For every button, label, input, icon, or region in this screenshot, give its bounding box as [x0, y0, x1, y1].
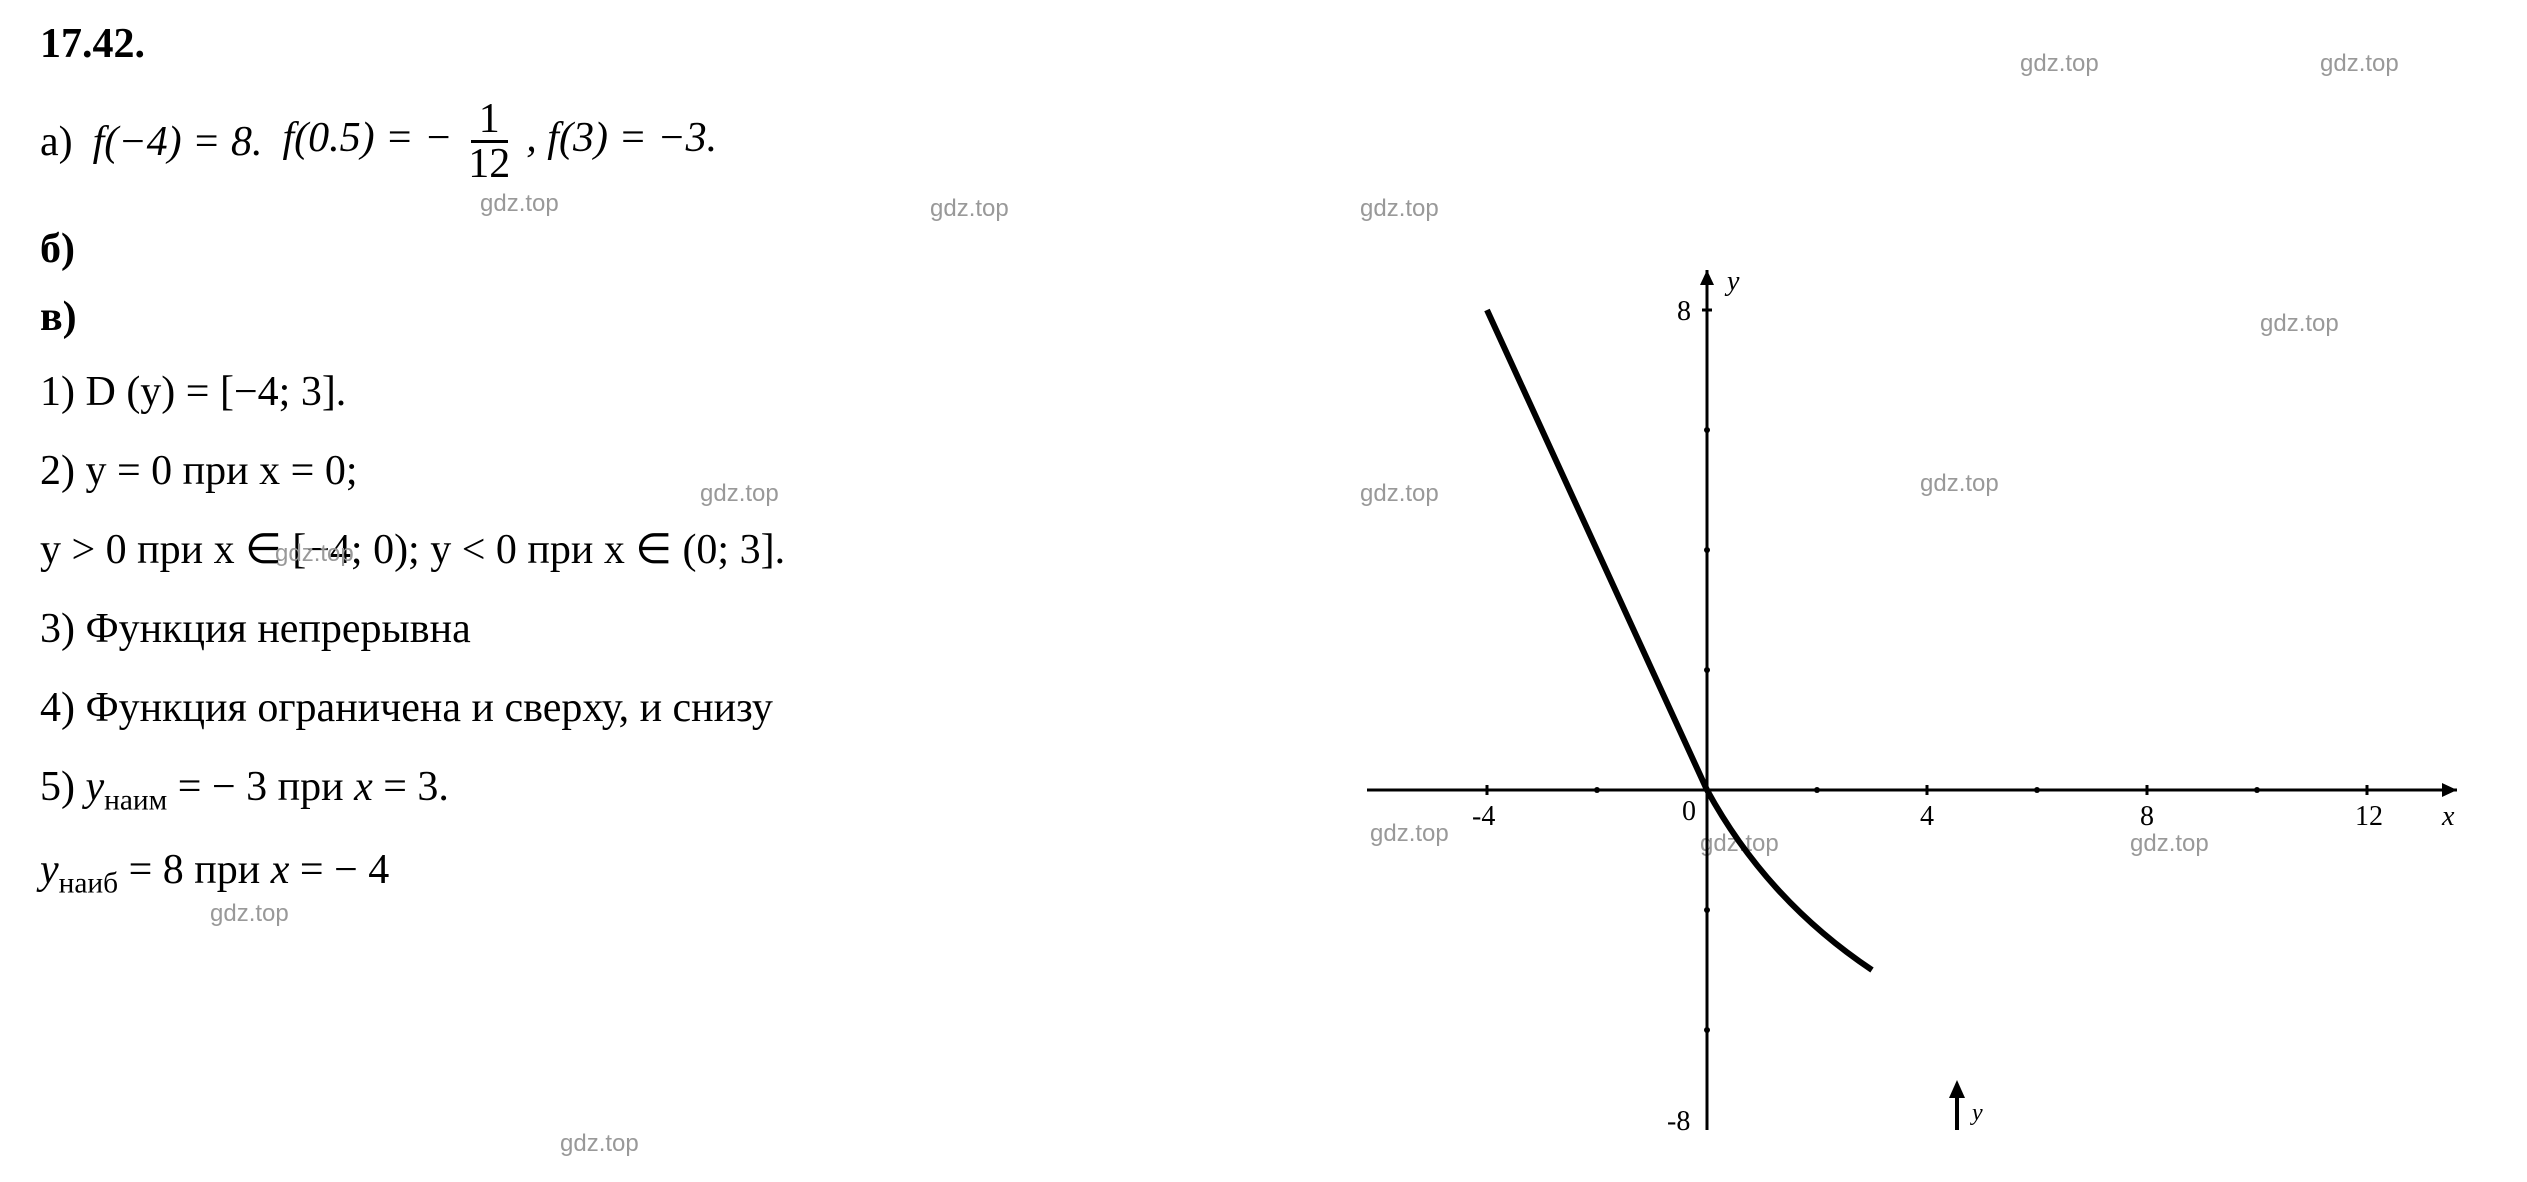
svg-text:y: y [1970, 1100, 1983, 1126]
svg-text:12: 12 [2355, 801, 2383, 832]
watermark: gdz.top [2020, 50, 2099, 78]
watermark: gdz.top [275, 540, 354, 568]
svg-text:-4: -4 [1472, 801, 1495, 832]
svg-text:8: 8 [1677, 296, 1691, 327]
item-5: 5) yнаим = − 3 при x = 3. [40, 756, 1290, 823]
item-1: 1) D (y) = [−4; 3]. [40, 361, 1290, 424]
watermark: gdz.top [700, 480, 779, 508]
part-a-label: а) [40, 118, 73, 166]
item-3: 3) Функция непрерывна [40, 598, 1290, 661]
svg-text:y: y [1724, 266, 1740, 297]
svg-text:4: 4 [1920, 801, 1934, 832]
frac-num: 1 [471, 98, 508, 143]
watermark: gdz.top [560, 1130, 639, 1158]
svg-text:-8: -8 [1667, 1106, 1690, 1137]
watermark: gdz.top [930, 195, 1009, 223]
problem-number: 17.42. [40, 20, 2487, 68]
function-graph: y x 0 -4 4 8 12 8 -8 [1367, 260, 2467, 1140]
item-2b: y > 0 при x ∈ [−4; 0); y < 0 при x ∈ (0;… [40, 519, 1290, 582]
part-a-eq1: f(−4) = 8. [93, 118, 263, 166]
part-a-eq2-prefix: f(0.5) = − [282, 115, 452, 161]
svg-text:8: 8 [2140, 801, 2154, 832]
item-4: 4) Функция ограничена и сверху, и снизу [40, 677, 1290, 740]
watermark: gdz.top [210, 900, 289, 928]
part-b-label: б) [40, 225, 1290, 273]
part-a: а) f(−4) = 8. f(0.5) = −112, f(3) = −3. [40, 98, 2487, 185]
item-2: 2) y = 0 при x = 0; [40, 440, 1290, 503]
item-6: yнаиб = 8 при x = − 4 [40, 839, 1290, 906]
watermark: gdz.top [1360, 195, 1439, 223]
part-v-label: в) [40, 293, 1290, 341]
svg-text:x: x [2441, 801, 2455, 832]
frac-den: 12 [460, 143, 518, 185]
fraction: 112 [460, 98, 518, 185]
part-a-eq2-suffix: , f(3) = −3. [526, 115, 717, 161]
watermark: gdz.top [480, 190, 559, 218]
watermark: gdz.top [2320, 50, 2399, 78]
svg-text:0: 0 [1682, 796, 1696, 827]
part-a-eq2: f(0.5) = −112, f(3) = −3. [282, 98, 717, 185]
